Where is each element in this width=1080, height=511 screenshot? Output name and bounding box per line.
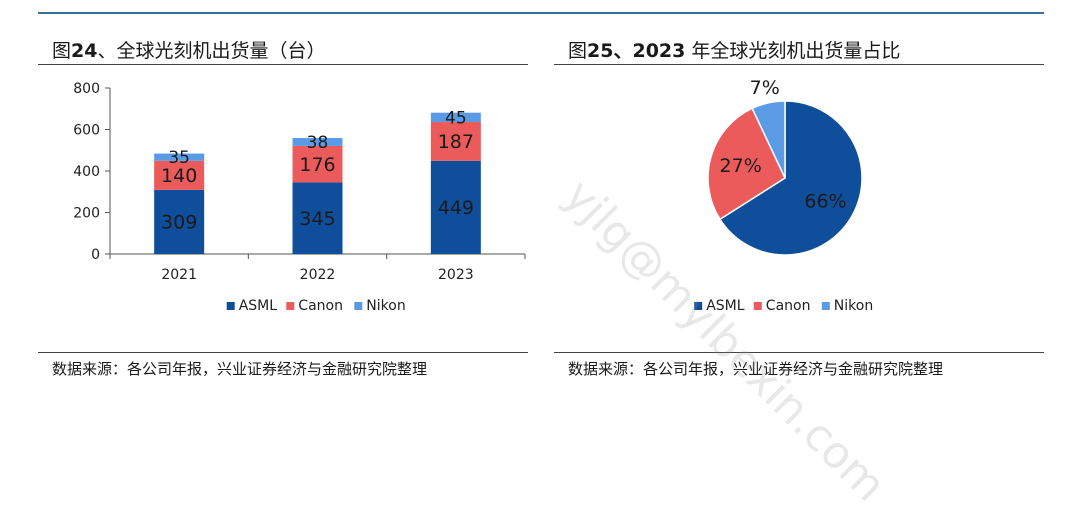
- pie-slice-nikon: [751, 100, 786, 179]
- source-rule: [38, 352, 528, 353]
- title-rule: [38, 64, 528, 65]
- legend-label-canon: Canon: [298, 298, 343, 314]
- bar-canon-2022: [292, 145, 343, 183]
- figure-title-text: 、全球光刻机出货量（台）: [97, 40, 326, 62]
- legend-swatch-nikon: [821, 302, 830, 310]
- source-note: 数据来源：各公司年报，兴业证券经济与金融研究院整理: [568, 360, 944, 378]
- data-label-canon-2022: 176: [299, 154, 335, 176]
- legend-label-asml: ASML: [239, 298, 278, 314]
- data-label-nikon-2021: 35: [168, 148, 190, 168]
- data-label-nikon-2023: 45: [445, 108, 467, 128]
- legend-label-nikon: Nikon: [834, 298, 873, 314]
- figure-label: 图: [52, 40, 72, 62]
- figure-title-text: 年全球光刻机出货量占比: [685, 40, 901, 62]
- pie-label-nikon: 7%: [750, 77, 780, 99]
- bar-nikon-2023: [430, 112, 481, 123]
- y-tick-label: 0: [91, 247, 100, 263]
- pie-slice-asml: [718, 100, 863, 256]
- x-tick-label: 2023: [438, 267, 474, 283]
- y-tick-label: 800: [73, 81, 100, 97]
- bar-canon-2023: [430, 122, 481, 161]
- bar-asml-2022: [292, 182, 343, 254]
- figure-number: 25: [587, 40, 614, 62]
- bar-chart-title: 图24、全球光刻机出货量（台）: [52, 36, 325, 63]
- legend-swatch-asml: [226, 302, 235, 310]
- data-label-nikon-2022: 38: [307, 133, 329, 153]
- legend-swatch-nikon: [354, 302, 363, 310]
- data-label-canon-2021: 140: [161, 165, 197, 187]
- bar-chart-panel: 图24、全球光刻机出货量（台） 0 200 400 600 800 309 140 35 202…: [38, 14, 528, 394]
- x-tick-label: 2022: [300, 267, 336, 283]
- legend-label-canon: Canon: [766, 298, 811, 314]
- bar-asml-2023: [430, 160, 481, 254]
- data-label-canon-2023: 187: [438, 131, 474, 153]
- bar-nikon-2022: [292, 138, 343, 146]
- data-label-asml-2022: 345: [299, 208, 335, 230]
- y-tick-label: 600: [73, 123, 100, 139]
- legend-swatch-canon: [286, 302, 295, 310]
- figure-label: 图: [568, 40, 588, 62]
- legend-label-asml: ASML: [706, 298, 745, 314]
- x-tick-label: 2021: [161, 267, 197, 283]
- y-tick-label: 400: [73, 164, 100, 180]
- source-rule: [554, 352, 1044, 353]
- figure-year: 、2023: [613, 40, 686, 62]
- pie-chart: 66% 27% 7% ASML Canon Nikon: [694, 77, 873, 314]
- pie-chart-title: 图25、2023 年全球光刻机出货量占比: [568, 36, 900, 63]
- data-label-asml-2021: 309: [161, 212, 197, 234]
- pie-slice-canon: [707, 107, 786, 221]
- bar-nikon-2021: [154, 153, 205, 161]
- legend-label-nikon: Nikon: [366, 298, 405, 314]
- source-note: 数据来源：各公司年报，兴业证券经济与金融研究院整理: [52, 360, 428, 378]
- data-label-asml-2023: 449: [438, 197, 474, 219]
- bar-canon-2021: [154, 160, 205, 190]
- pie-label-canon: 27%: [720, 155, 762, 177]
- y-tick-label: 200: [73, 206, 100, 222]
- legend-swatch-asml: [694, 302, 703, 310]
- pie-chart-panel: 图25、2023 年全球光刻机出货量占比 66% 27% 7% ASML Canon Ni…: [554, 14, 1044, 394]
- title-rule: [554, 64, 1044, 65]
- figure-number: 24: [71, 40, 98, 62]
- top-rule: [38, 12, 1044, 14]
- pie-label-asml: 66%: [804, 190, 846, 212]
- bar-asml-2021: [154, 189, 205, 254]
- legend-swatch-canon: [753, 302, 762, 310]
